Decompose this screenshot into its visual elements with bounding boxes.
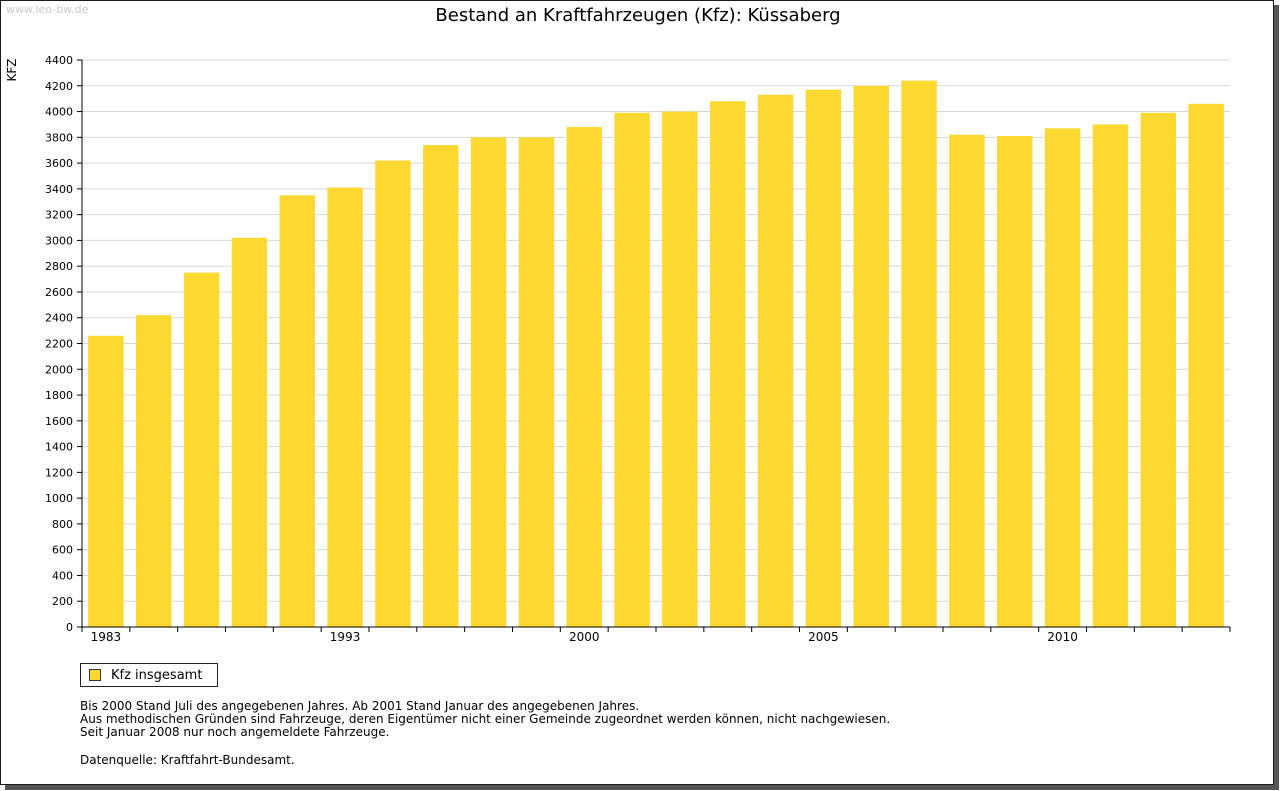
data-source: Datenquelle: Kraftfahrt-Bundesamt.	[80, 753, 295, 767]
y-tick-label: 2800	[45, 260, 73, 273]
bar	[1044, 128, 1081, 627]
y-tick-label: 2000	[45, 363, 73, 376]
y-tick-label: 3600	[45, 157, 73, 170]
x-tick-label: 2005	[808, 630, 839, 644]
bar	[423, 145, 459, 628]
bar	[470, 137, 507, 627]
y-tick-label: 1400	[45, 441, 73, 454]
bar	[566, 127, 602, 627]
x-tick-label: 2000	[569, 630, 600, 644]
y-tick-label: 800	[52, 518, 73, 531]
y-tick-label: 4400	[45, 54, 73, 67]
bar	[136, 315, 172, 627]
bar	[88, 335, 124, 627]
y-axis-label: KFZ	[5, 59, 19, 82]
bar	[1140, 112, 1176, 627]
note-line: Seit Januar 2008 nur noch angemeldete Fa…	[80, 725, 390, 739]
y-tick-label: 1200	[45, 466, 73, 479]
y-tick-label: 4200	[45, 80, 73, 93]
note-line: Aus methodischen Gründen sind Fahrzeuge,…	[80, 712, 891, 726]
bar	[949, 134, 985, 627]
y-tick-label: 1800	[45, 389, 73, 402]
bar	[1188, 103, 1224, 627]
chart-title: Bestand an Kraftfahrzeugen (Kfz): Küssab…	[435, 5, 840, 26]
bar	[901, 80, 937, 628]
y-tick-label: 0	[66, 621, 73, 634]
legend: Kfz insgesamt	[80, 663, 218, 687]
y-tick-label: 3400	[45, 183, 73, 196]
y-tick-label: 2400	[45, 312, 73, 325]
bar	[997, 136, 1033, 627]
bar	[805, 89, 842, 628]
bar	[327, 187, 363, 627]
chart-notes: Bis 2000 Stand Juli des angegebenen Jahr…	[80, 700, 890, 739]
x-tick-label: 1983	[91, 630, 122, 644]
bar	[183, 272, 220, 627]
y-tick-label: 2200	[45, 338, 73, 351]
note-line: Bis 2000 Stand Juli des angegebenen Jahr…	[80, 699, 640, 713]
bar	[757, 94, 794, 627]
y-tick-label: 1600	[45, 415, 73, 428]
y-tick-label: 2600	[45, 286, 73, 299]
legend-swatch	[89, 669, 101, 681]
y-tick-label: 4000	[45, 106, 73, 119]
bar-chart: Bestand an Kraftfahrzeugen (Kfz): Küssab…	[5, 5, 1231, 644]
bar	[1092, 124, 1129, 627]
y-tick-label: 3200	[45, 209, 73, 222]
bar	[614, 112, 650, 627]
bar	[662, 111, 698, 627]
watermark: www.leo-bw.de	[6, 3, 89, 16]
bar	[853, 85, 889, 628]
y-tick-label: 3800	[45, 131, 73, 144]
x-tick-label: 2010	[1047, 630, 1078, 644]
bar	[279, 195, 315, 627]
y-tick-label: 3000	[45, 234, 73, 247]
legend-label: Kfz insgesamt	[111, 667, 203, 683]
bar	[518, 137, 555, 627]
y-tick-label: 200	[52, 595, 73, 608]
bar	[710, 101, 746, 627]
y-tick-label: 600	[52, 544, 73, 557]
x-tick-label: 1993	[330, 630, 361, 644]
bar	[375, 160, 411, 627]
bar	[231, 237, 268, 627]
y-tick-label: 1000	[45, 492, 73, 505]
y-tick-label: 400	[52, 569, 73, 582]
